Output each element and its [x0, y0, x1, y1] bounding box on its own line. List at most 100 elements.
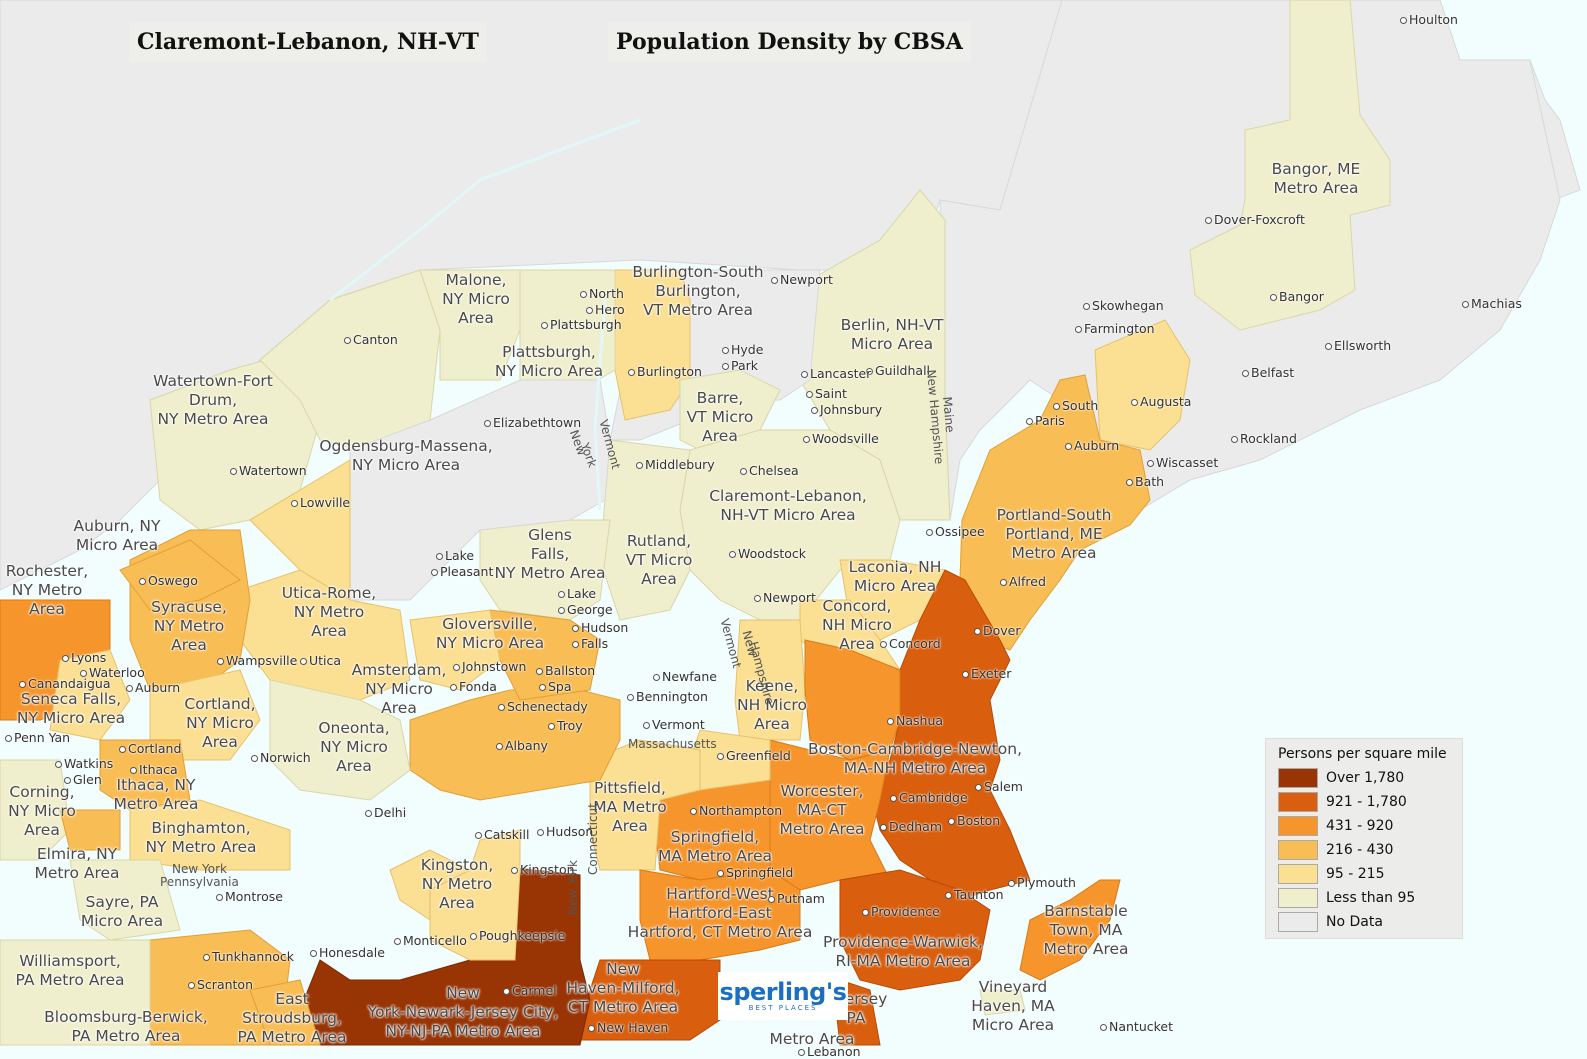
area-label: Glens Falls, NY Metro Area [494, 526, 606, 582]
barnstable-metro [1019, 879, 1121, 981]
area-label: Bangor, ME Metro Area [1271, 160, 1361, 197]
city-label: New Haven [588, 1020, 668, 1035]
city-label: Ellsworth [1325, 338, 1391, 353]
area-label: Gloversville, NY Micro Area [435, 615, 545, 652]
area-label: Portland-South Portland, ME Metro Area [996, 506, 1112, 562]
city-label: Newport [754, 590, 816, 605]
city-label: Fonda [450, 679, 497, 694]
city-label: Norwich [251, 750, 311, 765]
area-label: Boston-Cambridge-Newton, MA-NH Metro Are… [807, 740, 1023, 777]
city-label: Ossipee [926, 524, 985, 539]
state-label: Pennsylvania [160, 875, 239, 889]
city-label: South [1053, 398, 1098, 413]
city-label: Boston [948, 813, 1000, 828]
legend-label: No Data [1326, 914, 1383, 930]
legend-item: 921 - 1,780 [1278, 792, 1462, 812]
legend-item: 95 - 215 [1278, 864, 1462, 884]
area-label: Binghamton, NY Metro Area [145, 819, 257, 856]
legend-label: 95 - 215 [1326, 866, 1385, 882]
city-label: Skowhegan [1083, 298, 1164, 313]
legend-swatch [1278, 912, 1318, 932]
area-label: Plattsburgh, NY Micro Area [494, 343, 604, 380]
area-title: Claremont-Lebanon, NH-VT [129, 22, 487, 62]
city-label: Burlington [628, 364, 702, 379]
area-label: Bloomsburg-Berwick, PA Metro Area [44, 1008, 208, 1045]
area-label: Syracuse, NY Metro Area [151, 598, 227, 654]
city-label: Troy [548, 718, 583, 733]
area-label: Seneca Falls, NY Micro Area [16, 690, 126, 727]
city-label: Saint [806, 386, 847, 401]
city-label: Plattsburgh [541, 317, 622, 332]
city-label: Catskill [475, 827, 529, 842]
legend-swatch [1278, 888, 1318, 908]
legend-swatch [1278, 816, 1318, 836]
area-label: Worcester, MA-CT Metro Area [779, 782, 865, 838]
city-label: Lebanon [798, 1044, 861, 1059]
city-label: Utica [300, 653, 341, 668]
legend-swatch [1278, 864, 1318, 884]
area-label: Corning, NY Micro Area [8, 783, 76, 839]
city-label: Newport [771, 272, 833, 287]
area-label: Utica-Rome, NY Metro Area [281, 584, 377, 640]
city-label: Auburn [126, 680, 180, 695]
city-label: Nantucket [1100, 1019, 1173, 1034]
area-label: East Stroudsburg, PA Metro Area [237, 990, 347, 1046]
area-label: Claremont-Lebanon, NH-VT Micro Area [709, 487, 867, 524]
city-label: Waterloo [80, 665, 145, 680]
city-label: Wiscasset [1147, 455, 1218, 470]
city-label: North [580, 286, 628, 301]
city-label: Chelsea [740, 463, 799, 478]
city-label: Nashua [887, 713, 943, 728]
city-label: Johnsbury [811, 402, 882, 417]
city-label: Bangor [1270, 289, 1324, 304]
city-label: Rockland [1231, 431, 1297, 446]
city-label: Delhi [365, 805, 406, 820]
city-label: Providence [862, 904, 940, 919]
bangor-metro [1189, 0, 1391, 331]
city-label: Schenectady [498, 699, 588, 714]
city-label: Watertown [230, 463, 307, 478]
city-label: Lowville [291, 495, 350, 510]
city-label: Glen [64, 772, 102, 787]
city-label: Woodstock [729, 546, 806, 561]
legend-item: Less than 95 [1278, 888, 1462, 908]
city-label: Lake [558, 586, 596, 601]
city-label: Honesdale [310, 945, 385, 960]
city-label: Taunton [945, 887, 1004, 902]
state-label: New York [566, 860, 580, 915]
city-label: Penn Yan [5, 730, 70, 745]
city-label: Montrose [216, 889, 283, 904]
area-label: Ogdensburg-Massena, NY Micro Area [319, 437, 493, 474]
city-label: Lake [436, 548, 474, 563]
city-label: Hyde [722, 342, 763, 357]
legend-swatch [1278, 768, 1318, 788]
city-label: Lyons [62, 650, 106, 665]
city-label: Bennington [627, 689, 708, 704]
city-label: Falls [572, 636, 608, 651]
city-label: Machias [1462, 296, 1522, 311]
corning-micro [0, 759, 71, 861]
legend-label: 216 - 430 [1326, 842, 1394, 858]
city-label: Park [722, 358, 758, 373]
city-label: Guildhall [866, 363, 930, 378]
area-label: Amsterdam, NY Micro Area [351, 661, 447, 717]
city-label: Augusta [1131, 394, 1191, 409]
legend-swatch [1278, 792, 1318, 812]
city-label: Wampsville [217, 653, 297, 668]
pittsfield-metro [589, 739, 701, 871]
city-label: George [558, 602, 613, 617]
legend-label: Over 1,780 [1326, 770, 1405, 786]
area-label: Rutland, VT Micro Area [625, 532, 693, 588]
area-label: Sayre, PA Micro Area [80, 893, 164, 930]
state-label: Maine [940, 396, 958, 434]
legend-item: 216 - 430 [1278, 840, 1462, 860]
city-label: Woodsville [803, 431, 879, 446]
city-label: Johnstown [453, 659, 526, 674]
city-label: Belfast [1242, 365, 1294, 380]
city-label: Paris [1026, 413, 1065, 428]
city-label: Springfield [717, 865, 793, 880]
legend-title: Persons per square mile [1278, 746, 1447, 762]
stroudsburg-metro [249, 979, 321, 1046]
city-label: Poughkeepsie [470, 928, 565, 943]
